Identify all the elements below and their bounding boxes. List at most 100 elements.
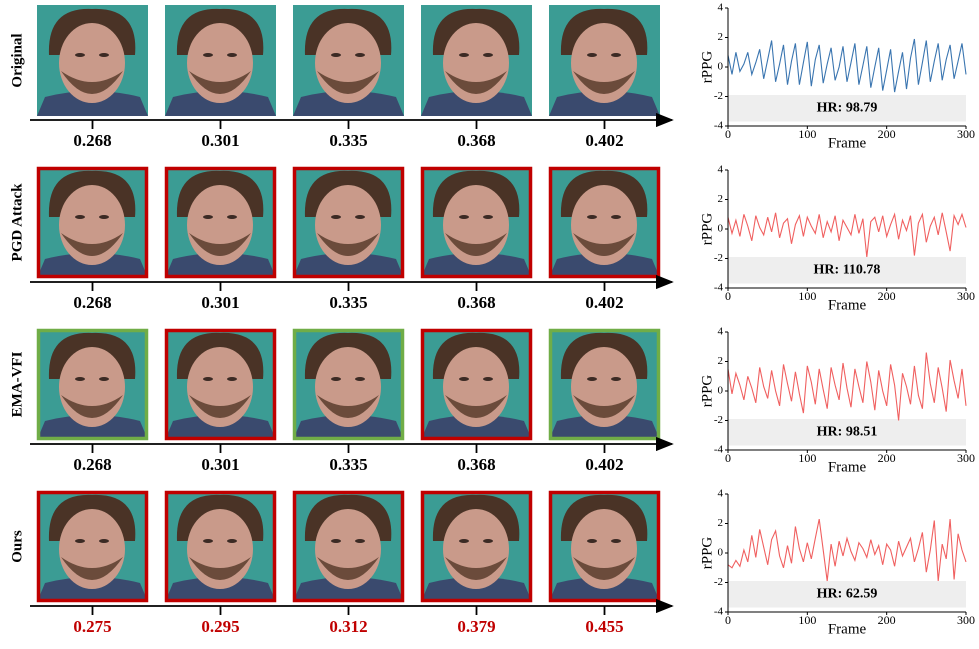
x-axis-label: Frame bbox=[828, 459, 867, 475]
frame-border bbox=[164, 490, 277, 603]
shirt bbox=[37, 253, 148, 278]
timestamp: 0.402 bbox=[585, 455, 623, 474]
shirt bbox=[421, 577, 532, 602]
x-tick-label: 300 bbox=[957, 451, 975, 465]
eye bbox=[587, 377, 597, 381]
eye bbox=[227, 215, 237, 219]
x-axis-label: Frame bbox=[828, 297, 867, 313]
beard bbox=[573, 395, 635, 418]
y-tick-label: -4 bbox=[714, 282, 724, 294]
x-axis-label: Frame bbox=[828, 621, 867, 637]
y-tick-label: 0 bbox=[718, 223, 724, 235]
eye bbox=[483, 53, 493, 57]
beard bbox=[61, 395, 123, 418]
shirt bbox=[37, 415, 148, 440]
timestamp: 0.335 bbox=[329, 293, 367, 312]
y-tick-label: 2 bbox=[718, 517, 724, 529]
hr-annotation: HR: 98.51 bbox=[817, 425, 878, 440]
frame-border bbox=[420, 328, 533, 441]
eye bbox=[459, 215, 469, 219]
timestamp: 0.295 bbox=[201, 617, 239, 636]
shirt bbox=[549, 91, 660, 116]
row-label: Ours bbox=[9, 530, 25, 563]
beard bbox=[445, 557, 507, 580]
shirt bbox=[37, 91, 148, 116]
beard bbox=[317, 557, 379, 580]
timestamp: 0.301 bbox=[201, 455, 239, 474]
eye bbox=[227, 377, 237, 381]
y-tick-label: 2 bbox=[718, 193, 724, 205]
timestamp: 0.312 bbox=[329, 617, 367, 636]
eye bbox=[587, 539, 597, 543]
x-tick-label: 200 bbox=[878, 613, 896, 627]
timestamp: 0.275 bbox=[73, 617, 111, 636]
eye bbox=[75, 215, 85, 219]
timestamp: 0.335 bbox=[329, 131, 367, 150]
shaded-band bbox=[728, 581, 966, 608]
y-tick-label: -4 bbox=[714, 444, 724, 456]
face-frame bbox=[165, 5, 276, 116]
eye bbox=[75, 377, 85, 381]
timestamp: 0.268 bbox=[73, 293, 111, 312]
timestamp: 0.268 bbox=[73, 131, 111, 150]
eye bbox=[75, 53, 85, 57]
y-tick-label: -2 bbox=[714, 90, 723, 102]
eye bbox=[99, 377, 109, 381]
beard bbox=[189, 395, 251, 418]
shirt bbox=[421, 91, 532, 116]
eye bbox=[75, 539, 85, 543]
x-tick-label: 100 bbox=[798, 613, 816, 627]
beard bbox=[573, 71, 635, 94]
frame-border bbox=[36, 490, 149, 603]
face-frame bbox=[548, 490, 661, 603]
shirt bbox=[293, 415, 404, 440]
eye bbox=[459, 539, 469, 543]
y-tick-label: 4 bbox=[718, 326, 724, 338]
face-frame bbox=[36, 166, 149, 279]
eye bbox=[99, 53, 109, 57]
shirt bbox=[165, 253, 276, 278]
timestamp: 0.301 bbox=[201, 131, 239, 150]
y-axis-label: rPPG bbox=[699, 51, 715, 84]
beard bbox=[445, 395, 507, 418]
y-tick-label: -4 bbox=[714, 120, 724, 132]
hr-annotation: HR: 98.79 bbox=[817, 101, 878, 116]
beard bbox=[189, 557, 251, 580]
y-tick-label: 2 bbox=[718, 31, 724, 43]
eye bbox=[611, 53, 621, 57]
face-frame bbox=[36, 490, 149, 603]
y-tick-label: -2 bbox=[714, 576, 723, 588]
shirt bbox=[165, 415, 276, 440]
eye bbox=[459, 377, 469, 381]
eye bbox=[227, 53, 237, 57]
frame-border bbox=[36, 166, 149, 279]
beard bbox=[317, 233, 379, 256]
face-frame bbox=[420, 166, 533, 279]
eye bbox=[587, 53, 597, 57]
row-label: PGD Attack bbox=[9, 183, 25, 262]
timestamp: 0.268 bbox=[73, 455, 111, 474]
face-frame bbox=[164, 490, 277, 603]
y-tick-label: 2 bbox=[718, 355, 724, 367]
x-tick-label: 300 bbox=[957, 127, 975, 141]
timestamp: 0.402 bbox=[585, 131, 623, 150]
beard bbox=[61, 71, 123, 94]
y-tick-label: 4 bbox=[718, 2, 724, 14]
timestamp: 0.368 bbox=[457, 455, 495, 474]
face-frame bbox=[420, 328, 533, 441]
timestamp: 0.379 bbox=[457, 617, 495, 636]
row-label: Original bbox=[9, 33, 25, 87]
beard bbox=[317, 71, 379, 94]
y-axis-label: rPPG bbox=[699, 537, 715, 570]
y-tick-label: -4 bbox=[714, 606, 724, 618]
eye bbox=[99, 539, 109, 543]
eye bbox=[483, 377, 493, 381]
eye bbox=[203, 53, 213, 57]
shirt bbox=[293, 91, 404, 116]
timestamp: 0.402 bbox=[585, 293, 623, 312]
x-tick-label: 300 bbox=[957, 613, 975, 627]
y-tick-label: 0 bbox=[718, 385, 724, 397]
face-frame bbox=[421, 5, 532, 116]
eye bbox=[355, 215, 365, 219]
frame-border bbox=[292, 328, 405, 441]
